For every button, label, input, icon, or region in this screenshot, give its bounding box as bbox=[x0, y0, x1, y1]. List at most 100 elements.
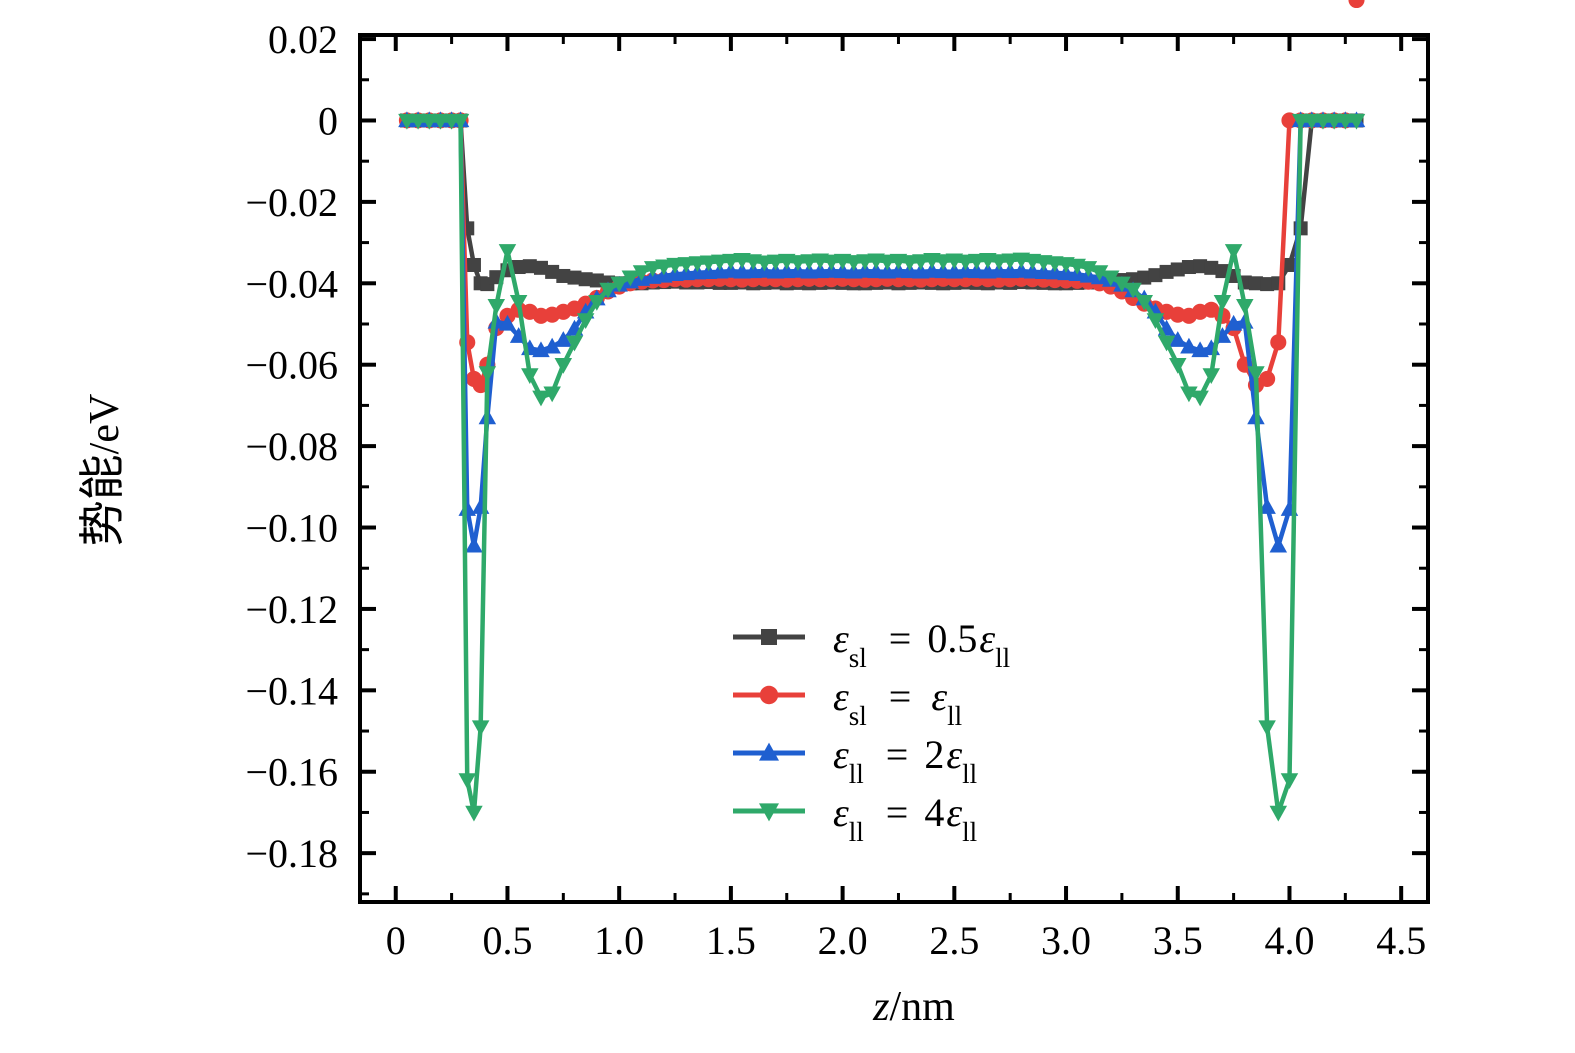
data-point-marker bbox=[431, 113, 450, 130]
series-line-1 bbox=[404, 118, 1348, 388]
data-point-marker bbox=[466, 257, 481, 272]
y-tick-label-5: −0.08 bbox=[245, 424, 338, 469]
data-point-marker bbox=[800, 262, 818, 279]
series-markers-3 bbox=[398, 113, 1366, 822]
y-axis-title: 势能/eV bbox=[75, 394, 129, 547]
data-point-marker bbox=[1336, 113, 1355, 130]
x-tick-label-3: 1.5 bbox=[706, 918, 756, 963]
x-tick-label-6: 3.0 bbox=[1041, 918, 1091, 963]
data-point-marker bbox=[543, 386, 561, 403]
data-point-marker bbox=[643, 261, 662, 277]
data-point-marker bbox=[759, 742, 779, 761]
data-point-marker bbox=[478, 366, 497, 382]
data-point-marker bbox=[1260, 277, 1275, 292]
data-point-marker bbox=[533, 260, 548, 275]
data-point-marker bbox=[1023, 262, 1042, 279]
data-point-marker bbox=[578, 272, 593, 287]
data-point-marker bbox=[498, 314, 517, 331]
data-point-marker bbox=[1090, 265, 1109, 281]
y-axis-minor-ticks bbox=[360, 78, 1428, 896]
data-point-marker bbox=[465, 536, 483, 553]
data-point-marker bbox=[451, 113, 470, 130]
x-axis-title: z/nm bbox=[872, 984, 955, 1030]
data-point-marker bbox=[1291, 113, 1310, 130]
data-point-marker bbox=[588, 294, 606, 311]
legend-label-0: εsl = 0.5εll bbox=[833, 616, 1010, 673]
legend-entry-2[interactable]: εll = 2εll bbox=[733, 732, 977, 789]
y-tick-label-10: −0.18 bbox=[245, 831, 338, 876]
data-point-marker bbox=[1224, 244, 1243, 260]
legend-label-1: εsl = εll bbox=[833, 674, 962, 731]
data-point-marker bbox=[856, 254, 874, 271]
data-point-marker bbox=[722, 253, 740, 270]
data-point-marker bbox=[1270, 334, 1287, 351]
data-point-marker bbox=[599, 282, 617, 299]
data-point-marker bbox=[1269, 805, 1288, 822]
data-point-marker bbox=[398, 113, 416, 130]
data-point-marker bbox=[1269, 536, 1288, 553]
data-point-marker bbox=[1282, 257, 1297, 272]
data-point-marker bbox=[1159, 264, 1174, 279]
data-point-marker bbox=[554, 331, 573, 347]
data-point-marker bbox=[556, 268, 571, 283]
data-point-marker bbox=[1325, 113, 1343, 130]
data-point-marker bbox=[1204, 260, 1219, 275]
series-markers-2 bbox=[398, 111, 1366, 553]
data-point-marker bbox=[621, 270, 640, 287]
legend-entry-0[interactable]: εsl = 0.5εll bbox=[733, 616, 1010, 673]
data-point-marker bbox=[967, 262, 986, 279]
y-tick-label-7: −0.12 bbox=[245, 587, 338, 632]
data-point-marker bbox=[1148, 268, 1163, 283]
data-point-marker bbox=[1259, 370, 1276, 388]
data-point-marker bbox=[1157, 335, 1176, 352]
plot-frame bbox=[358, 33, 1430, 904]
data-point-marker bbox=[833, 262, 852, 279]
series-2 bbox=[398, 111, 1366, 553]
data-point-marker bbox=[766, 254, 785, 271]
series-3 bbox=[398, 113, 1366, 822]
data-point-marker bbox=[759, 685, 779, 705]
data-point-marker bbox=[576, 313, 595, 330]
y-tick-label-8: −0.14 bbox=[245, 668, 338, 713]
plot-border bbox=[358, 33, 1430, 904]
data-point-marker bbox=[733, 262, 751, 279]
data-point-marker bbox=[710, 254, 729, 271]
y-tick-label-1: 0 bbox=[318, 98, 338, 143]
series-markers-0 bbox=[399, 113, 1364, 292]
y-tick-label-6: −0.10 bbox=[245, 506, 338, 551]
data-point-marker bbox=[632, 265, 651, 281]
legend-entry-3[interactable]: εll = 4εll bbox=[733, 790, 977, 847]
data-point-marker bbox=[800, 254, 818, 271]
data-point-marker bbox=[699, 255, 718, 272]
data-point-marker bbox=[1146, 313, 1165, 330]
data-point-marker bbox=[420, 113, 439, 130]
data-point-marker bbox=[900, 255, 919, 271]
data-point-marker bbox=[1170, 262, 1185, 277]
data-point-marker bbox=[511, 260, 526, 275]
data-point-marker bbox=[912, 254, 930, 271]
data-point-marker bbox=[458, 773, 476, 789]
data-point-marker bbox=[1248, 276, 1263, 291]
x-tick-label-2: 1.0 bbox=[594, 918, 644, 963]
legend-label-2: εll = 2εll bbox=[833, 732, 977, 789]
data-point-marker bbox=[666, 257, 684, 274]
data-point-marker bbox=[1280, 773, 1299, 789]
data-point-marker bbox=[766, 262, 785, 279]
data-series-layer bbox=[398, 0, 1366, 822]
data-point-marker bbox=[1137, 270, 1152, 285]
data-point-marker bbox=[934, 254, 952, 271]
data-point-marker bbox=[1001, 262, 1019, 279]
data-point-marker bbox=[1348, 0, 1365, 9]
data-point-marker bbox=[554, 358, 573, 374]
data-point-marker bbox=[845, 255, 863, 271]
data-point-marker bbox=[867, 262, 885, 279]
legend-entry-1[interactable]: εsl = εll bbox=[733, 674, 962, 731]
data-point-marker bbox=[1181, 260, 1196, 275]
y-tick-label-3: −0.04 bbox=[245, 261, 338, 306]
data-point-marker bbox=[1001, 253, 1019, 270]
data-point-marker bbox=[755, 255, 774, 272]
data-point-marker bbox=[1215, 264, 1230, 279]
x-tick-label-9: 4.5 bbox=[1376, 918, 1426, 963]
data-point-marker bbox=[934, 262, 952, 279]
